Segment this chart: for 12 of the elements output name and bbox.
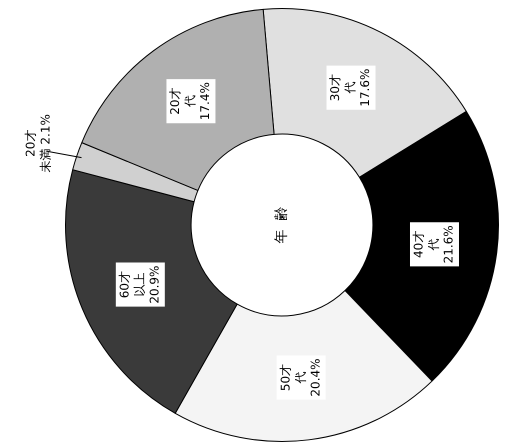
slice-label: 50才代: [278, 364, 308, 392]
data-label: 21.6%: [442, 225, 456, 264]
data-label: 20.9%: [147, 266, 162, 304]
slice-label: 20才代: [168, 88, 198, 115]
data-label: 20.4%: [308, 358, 322, 397]
data-label: 17.6%: [358, 68, 372, 107]
text: 年 齢: [274, 206, 290, 244]
slice-label: 60才以上: [117, 270, 146, 298]
slice-label: 30才代: [328, 74, 358, 102]
slice-label: 20才未満 2.1%: [23, 114, 52, 172]
data-label: 17.4%: [198, 82, 212, 120]
slice-label: 40才代: [412, 230, 441, 258]
